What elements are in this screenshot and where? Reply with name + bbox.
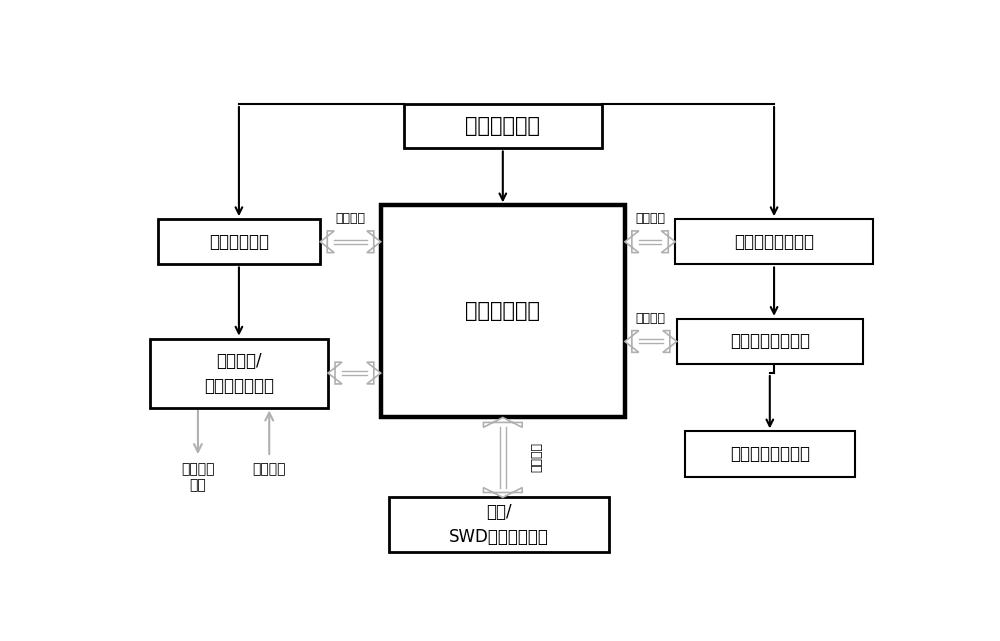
Text: 机身姿态控制模块: 机身姿态控制模块 (734, 233, 814, 251)
Bar (158, 219, 320, 265)
Text: 串行总线: 串行总线 (636, 312, 666, 325)
Polygon shape (320, 231, 334, 253)
Text: 飞行高度检测模块: 飞行高度检测模块 (730, 333, 810, 351)
Polygon shape (661, 231, 675, 253)
Text: 串行总线: 串行总线 (635, 212, 665, 225)
Polygon shape (483, 488, 522, 497)
Bar (404, 104, 602, 149)
Text: 无线收发模块: 无线收发模块 (209, 233, 269, 251)
Text: 供电电源模块: 供电电源模块 (465, 116, 540, 137)
Text: 电机驱动
信号: 电机驱动 信号 (181, 462, 215, 492)
Polygon shape (367, 362, 381, 384)
Polygon shape (663, 331, 677, 353)
Polygon shape (625, 331, 639, 353)
Bar (388, 497, 609, 552)
Text: 遥控信号: 遥控信号 (252, 462, 286, 476)
Polygon shape (483, 417, 522, 428)
Polygon shape (625, 231, 639, 253)
Bar (150, 338, 328, 408)
Text: 微处理器模块: 微处理器模块 (465, 301, 540, 321)
Bar (677, 319, 863, 364)
Bar (381, 205, 625, 417)
Polygon shape (328, 362, 342, 384)
Text: 串行总线: 串行总线 (336, 212, 366, 225)
Polygon shape (367, 231, 381, 253)
Text: 信号输入/
输出及扩展接口: 信号输入/ 输出及扩展接口 (204, 351, 274, 395)
Text: 机身方位指示电路: 机身方位指示电路 (730, 445, 810, 463)
Text: 串行总线: 串行总线 (530, 442, 543, 472)
Bar (675, 219, 873, 265)
Text: 串口/
SWD调试接口电路: 串口/ SWD调试接口电路 (449, 503, 549, 546)
Bar (685, 431, 855, 477)
